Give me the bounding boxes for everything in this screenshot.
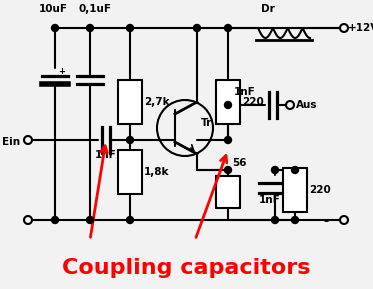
Circle shape xyxy=(225,166,232,173)
Circle shape xyxy=(340,216,348,224)
Text: 1nF: 1nF xyxy=(95,150,117,160)
Text: 220: 220 xyxy=(242,97,264,107)
Bar xyxy=(216,176,240,208)
Text: +: + xyxy=(58,68,65,77)
Circle shape xyxy=(126,136,134,144)
Circle shape xyxy=(286,101,294,109)
Text: 56: 56 xyxy=(232,158,247,168)
Circle shape xyxy=(225,101,232,108)
Text: 0,1uF: 0,1uF xyxy=(78,4,112,14)
Text: Coupling capacitors: Coupling capacitors xyxy=(62,258,311,278)
Circle shape xyxy=(225,136,232,144)
Text: +12V: +12V xyxy=(348,23,373,33)
Circle shape xyxy=(194,25,201,32)
Circle shape xyxy=(340,24,348,32)
Text: 1,8k: 1,8k xyxy=(144,167,169,177)
Text: Dr: Dr xyxy=(261,4,275,14)
Circle shape xyxy=(51,25,59,32)
Circle shape xyxy=(272,216,279,223)
Bar xyxy=(283,168,307,212)
Text: 2,7k: 2,7k xyxy=(144,97,170,107)
Circle shape xyxy=(24,136,32,144)
Text: 1nF: 1nF xyxy=(234,87,256,97)
Circle shape xyxy=(126,216,134,223)
Circle shape xyxy=(87,25,94,32)
Circle shape xyxy=(225,25,232,32)
Circle shape xyxy=(292,166,298,173)
Bar xyxy=(118,80,142,124)
Circle shape xyxy=(51,216,59,223)
Text: 220: 220 xyxy=(309,185,331,195)
Text: Ein: Ein xyxy=(2,137,20,147)
Text: Tr: Tr xyxy=(201,118,212,128)
Bar xyxy=(118,150,142,194)
Text: 10uF: 10uF xyxy=(38,4,68,14)
Text: Aus: Aus xyxy=(296,100,317,110)
Text: -: - xyxy=(323,216,328,229)
Circle shape xyxy=(87,216,94,223)
Circle shape xyxy=(292,216,298,223)
Circle shape xyxy=(126,25,134,32)
Circle shape xyxy=(272,166,279,173)
Text: 1nF: 1nF xyxy=(259,195,281,205)
Bar xyxy=(216,80,240,124)
Circle shape xyxy=(24,216,32,224)
